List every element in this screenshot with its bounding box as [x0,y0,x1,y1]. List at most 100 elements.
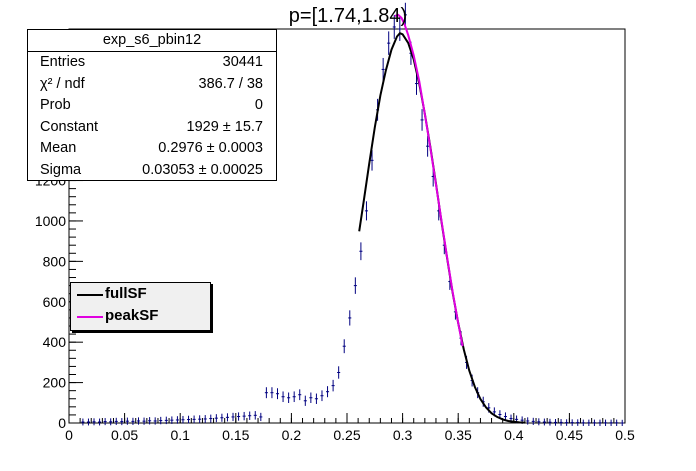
data-point [370,150,374,171]
stats-row-entries: Entries 30441 [28,52,276,74]
data-point [181,415,185,424]
stats-key: Constant [40,118,99,135]
data-point [581,419,585,426]
data-point [153,417,157,425]
stats-box-title: exp_s6_pbin12 [28,30,276,52]
stats-key: Prob [40,97,71,114]
data-point [120,418,124,426]
data-point [231,412,235,422]
data-point [81,418,85,426]
data-point [253,411,257,420]
stats-row-prob: Prob 0 [28,95,276,117]
data-point [109,418,113,426]
data-point [570,419,574,426]
data-point [248,411,252,420]
data-point [170,416,174,424]
data-point [353,277,357,294]
stats-value: 386.7 / 38 [198,75,264,92]
data-point [548,418,552,426]
data-point [537,418,541,426]
y-tick-label: 800 [43,253,67,269]
data-point [203,415,207,423]
data-point [225,413,229,422]
data-point [259,412,263,422]
data-point [348,310,352,326]
data-point [598,419,602,426]
data-point [559,419,563,426]
data-point [342,339,346,354]
data-point [615,419,619,426]
y-tick-label: 400 [43,334,67,350]
y-tick-label: 0 [58,415,66,431]
chart-title: p=[1.74,1.84) [288,5,408,27]
stats-value: 0.2976 ± 0.0003 [158,140,263,157]
legend-swatch [77,294,103,296]
data-point [359,242,363,261]
data-point [270,387,274,399]
stats-key: Mean [40,140,77,157]
data-point [381,57,385,81]
data-point [592,419,596,426]
data-point [337,366,341,379]
data-point [387,31,391,55]
stats-key: Entries [40,54,86,70]
legend-item-fullsf: fullSF [71,283,210,305]
data-point [175,416,179,424]
x-tick-label: 0.35 [445,427,472,443]
stats-value: 0 [254,97,263,114]
x-tick-label: 0.3 [393,427,413,443]
data-point [287,392,291,404]
data-point [198,415,202,424]
x-tick-label: 0.1 [170,427,190,443]
legend-label: peakSF [105,307,159,324]
data-point [420,109,424,131]
x-tick-label: 0.2 [282,427,302,443]
legend-label: fullSF [105,285,147,302]
x-tick-label: 0 [65,427,73,443]
stats-row-mean: Mean 0.2976 ± 0.0003 [28,138,276,160]
data-point [320,390,324,402]
data-point [214,414,218,423]
stats-row-chi2: χ² / ndf 386.7 / 38 [28,74,276,96]
data-point [242,411,246,421]
data-point [148,417,152,425]
data-point [125,417,129,425]
data-point [620,419,624,426]
data-point [576,419,580,426]
data-point [314,393,318,404]
data-point [587,419,591,426]
x-tick-label: 0.4 [504,427,524,443]
data-point [526,417,530,425]
stats-value: 30441 [222,54,263,70]
stats-value: 0.03053 ± 0.00025 [142,161,263,178]
data-point [604,419,608,426]
data-point [98,418,102,426]
data-point [220,413,224,422]
data-point [609,419,613,426]
data-point [103,418,107,426]
data-point [565,419,569,426]
data-point [209,414,213,423]
data-point [192,415,196,424]
legend-item-peaksf: peakSF [71,305,210,327]
x-tick-label: 0.15 [222,427,249,443]
x-tick-label: 0.5 [615,427,635,443]
data-point [364,201,368,221]
data-point [531,417,535,425]
data-point [553,419,558,426]
data-point [264,387,268,399]
data-point [159,416,163,425]
y-tick-label: 600 [43,294,67,310]
data-point [292,391,296,403]
data-point [131,417,135,425]
data-point [298,389,302,401]
x-tick-label: 0.25 [333,427,360,443]
legend-swatch [77,316,103,318]
data-point [303,395,307,406]
data-point [92,418,96,426]
data-point [164,416,168,425]
x-tick-label: 0.05 [111,427,138,443]
stats-row-sigma: Sigma 0.03053 ± 0.00025 [28,160,276,182]
stats-value: 1929 ± 15.7 [186,118,264,135]
data-point [114,417,118,425]
